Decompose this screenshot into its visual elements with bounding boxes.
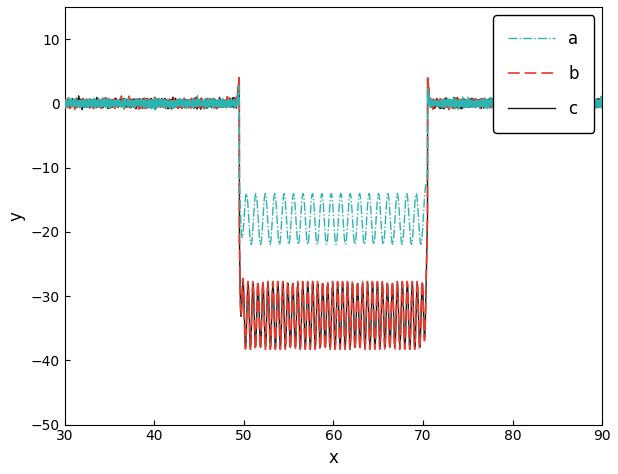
- Line: c: c: [65, 79, 603, 347]
- b: [256, 320, 263, 326]
- Legend: a, b, c: a, b, c: [493, 15, 594, 133]
- c: [256, 315, 263, 321]
- b: [282, 346, 289, 352]
- c: [460, 100, 467, 106]
- c: [379, 285, 387, 291]
- b: [88, 100, 95, 106]
- b: [402, 299, 410, 304]
- a: [488, 101, 496, 107]
- Line: a: a: [65, 86, 603, 245]
- c: [402, 304, 410, 310]
- c: [88, 100, 95, 106]
- c: [488, 103, 496, 109]
- c: [599, 97, 606, 102]
- a: [379, 241, 387, 247]
- a: [304, 242, 311, 247]
- b: [235, 75, 243, 81]
- a: [256, 233, 263, 239]
- c: [61, 100, 69, 105]
- b: [460, 103, 467, 109]
- c: [235, 76, 243, 82]
- b: [379, 286, 387, 292]
- a: [61, 100, 69, 106]
- c: [376, 344, 384, 350]
- a: [88, 97, 95, 102]
- a: [402, 192, 410, 198]
- Y-axis label: y: y: [7, 211, 25, 221]
- b: [488, 102, 496, 108]
- b: [61, 101, 69, 107]
- b: [599, 101, 606, 107]
- a: [460, 101, 467, 107]
- Line: b: b: [65, 78, 603, 349]
- a: [599, 101, 606, 107]
- X-axis label: x: x: [329, 449, 339, 467]
- a: [235, 83, 243, 89]
